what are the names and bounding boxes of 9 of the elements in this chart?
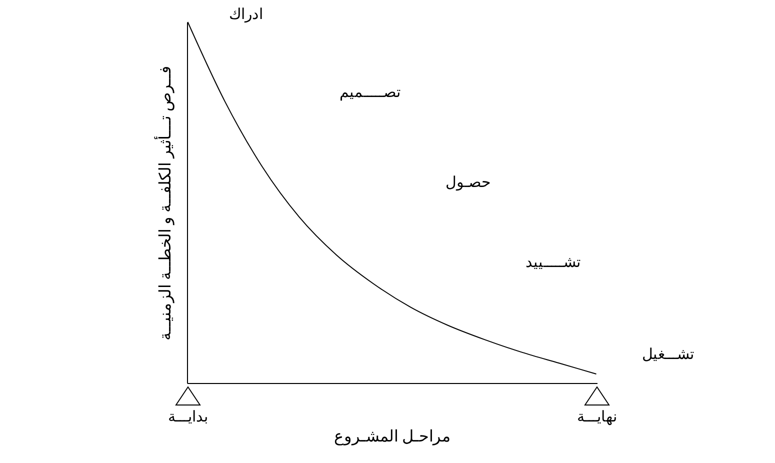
annotation: تصـــــميم	[340, 84, 400, 101]
x-axis-title: مراحـل المشـروع	[334, 428, 452, 446]
y-axis-title: فــرص تـــأثير الكلفــة و الخطــة الزمنيــة	[154, 65, 174, 341]
annotation: حصـول	[446, 174, 490, 191]
x-tick-label: بدايـــة	[168, 408, 208, 426]
x-tick-label: نهايـــة	[576, 408, 617, 426]
annotation: تشـــــييد	[526, 254, 580, 271]
text: تشـــغيل	[642, 346, 694, 363]
annotation: ادراك	[229, 6, 263, 23]
